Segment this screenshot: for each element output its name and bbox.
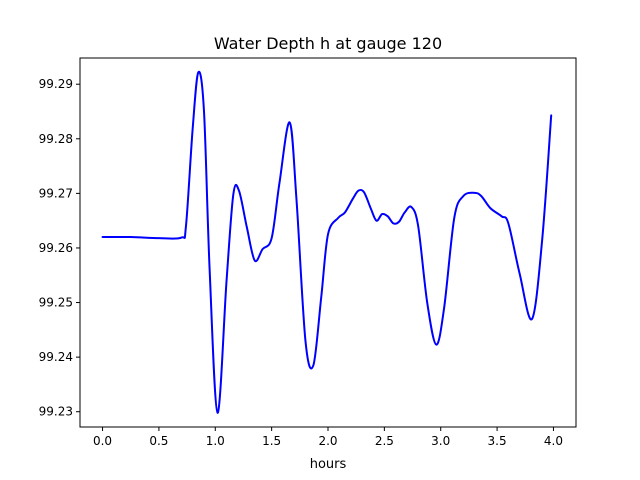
y-tick-label: 99.24 (39, 350, 73, 364)
x-tick-label: 0.0 (93, 434, 112, 448)
x-axis-label: hours (310, 457, 347, 472)
x-tick-label: 2.5 (375, 434, 394, 448)
y-tick-label: 99.25 (39, 296, 73, 310)
y-tick-label: 99.28 (39, 132, 73, 146)
x-tick-label: 3.5 (488, 434, 507, 448)
chart-title: Water Depth h at gauge 120 (214, 34, 442, 53)
x-tick-label: 1.0 (206, 434, 225, 448)
y-tick-label: 99.26 (39, 241, 73, 255)
x-tick-label: 4.0 (544, 434, 563, 448)
series-line-0 (101, 70, 553, 414)
x-tick-label: 0.5 (149, 434, 168, 448)
x-tick-label: 2.0 (318, 434, 337, 448)
y-tick-label: 99.23 (39, 405, 73, 419)
y-tick-label: 99.29 (39, 77, 73, 91)
x-tick-label: 3.0 (431, 434, 450, 448)
y-tick-label: 99.27 (39, 186, 73, 200)
x-tick-label: 1.5 (262, 434, 281, 448)
plot-area: 0.0 0.5 1.0 1.5 2.0 2.5 3.0 3.5 4.0 99.23 99.24 99.… (39, 57, 577, 448)
